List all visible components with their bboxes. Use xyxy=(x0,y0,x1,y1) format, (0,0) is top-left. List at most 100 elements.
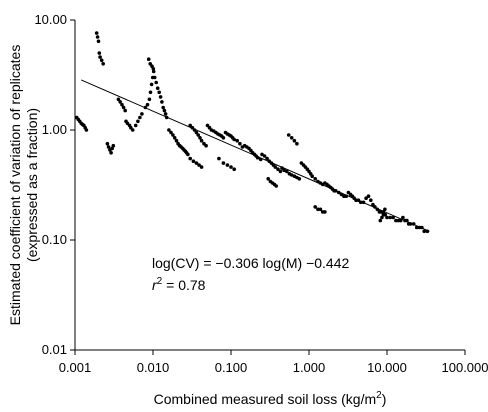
data-point xyxy=(274,184,279,188)
data-point xyxy=(155,86,160,90)
data-point xyxy=(369,198,373,202)
data-point xyxy=(276,167,280,171)
data-point xyxy=(292,138,297,143)
data-point xyxy=(225,163,230,167)
data-point xyxy=(383,207,387,212)
x-axis-label: Combined measured soil loss (kg/m2) xyxy=(154,390,387,407)
data-point xyxy=(194,130,199,135)
data-point xyxy=(186,152,190,157)
data-point xyxy=(152,75,157,80)
data-point xyxy=(123,108,127,113)
x-axis-label-sup: 2 xyxy=(376,390,382,401)
data-point xyxy=(101,62,105,66)
data-point xyxy=(199,165,204,169)
data-point xyxy=(196,133,200,137)
y-axis-label: Estimated coefficient of variation of re… xyxy=(7,45,40,326)
data-point xyxy=(145,102,150,107)
data-point xyxy=(120,102,124,107)
data-point xyxy=(94,31,99,35)
equation-annotation: log(CV) = −0.306 log(M) −0.442 xyxy=(152,255,349,271)
x-ticks: 0.001 0.010 0.100 1.000 10.000 100.000 xyxy=(59,350,488,375)
data-point xyxy=(289,136,294,140)
data-point xyxy=(163,112,168,116)
data-point xyxy=(378,218,383,223)
data-point xyxy=(282,168,286,173)
data-point xyxy=(116,97,121,102)
data-point xyxy=(105,141,110,146)
data-point xyxy=(295,141,299,146)
data-point xyxy=(118,100,122,104)
data-point xyxy=(111,143,116,148)
data-point xyxy=(188,156,192,161)
y-tick-label: 1.00 xyxy=(42,122,67,137)
x-tick-label: 0.100 xyxy=(215,360,248,375)
y-ticks: 0.01 0.10 1.00 10.00 xyxy=(34,12,75,357)
data-point xyxy=(217,156,221,161)
r2-prefix: r xyxy=(152,277,158,293)
data-point xyxy=(174,138,179,143)
r2-suffix: = 0.78 xyxy=(162,277,205,293)
data-point xyxy=(266,177,271,181)
data-point xyxy=(278,169,283,174)
y-tick-label: 10.00 xyxy=(34,12,67,27)
x-tick-label: 1.000 xyxy=(293,360,326,375)
data-points xyxy=(74,31,430,234)
data-point xyxy=(154,80,158,85)
data-point xyxy=(172,136,177,140)
data-point xyxy=(273,165,278,169)
data-point xyxy=(138,115,142,120)
data-point xyxy=(136,119,140,124)
data-point xyxy=(146,57,151,61)
data-point xyxy=(167,128,171,132)
data-point xyxy=(157,90,161,95)
data-point xyxy=(148,90,153,95)
data-point xyxy=(99,58,104,63)
data-point xyxy=(151,69,156,74)
data-point xyxy=(106,145,111,149)
r2-annotation: r2 = 0.78 xyxy=(152,276,206,293)
data-point xyxy=(285,169,289,174)
data-point xyxy=(197,163,201,167)
data-point xyxy=(97,51,102,55)
data-point xyxy=(95,35,100,39)
data-point xyxy=(260,152,264,157)
x-tick-label: 0.010 xyxy=(137,360,170,375)
data-point xyxy=(232,167,236,171)
y-axis-label-line1: Estimated coefficient of variation of re… xyxy=(7,45,23,326)
data-point xyxy=(289,173,294,177)
x-tick-label: 10.000 xyxy=(367,360,407,375)
data-point xyxy=(380,215,384,220)
data-point xyxy=(151,67,156,71)
x-axis-label-main: Combined measured soil loss (kg/m xyxy=(154,391,377,407)
data-point xyxy=(191,159,196,163)
data-point xyxy=(366,194,371,198)
data-point xyxy=(171,133,175,137)
data-point xyxy=(265,156,269,161)
data-point xyxy=(221,136,226,140)
data-point xyxy=(147,97,152,102)
data-point xyxy=(160,100,164,104)
data-point xyxy=(158,95,163,99)
data-point xyxy=(149,82,154,87)
data-point xyxy=(162,108,167,113)
data-point xyxy=(391,215,396,220)
data-point xyxy=(121,105,126,110)
data-point xyxy=(109,151,113,155)
data-point xyxy=(310,174,315,178)
data-point xyxy=(316,207,320,212)
fit-line xyxy=(80,79,430,232)
data-point xyxy=(318,207,323,212)
data-point xyxy=(313,177,318,181)
data-point xyxy=(388,215,393,220)
data-point xyxy=(110,146,114,151)
data-point xyxy=(297,177,302,181)
data-point xyxy=(199,138,204,143)
data-point xyxy=(383,212,388,217)
y-tick-label: 0.01 xyxy=(42,342,67,357)
data-point xyxy=(238,141,242,146)
x-tick-label: 100.000 xyxy=(442,360,488,375)
plot-area xyxy=(74,20,465,351)
data-point xyxy=(198,136,202,140)
data-point xyxy=(161,105,165,110)
